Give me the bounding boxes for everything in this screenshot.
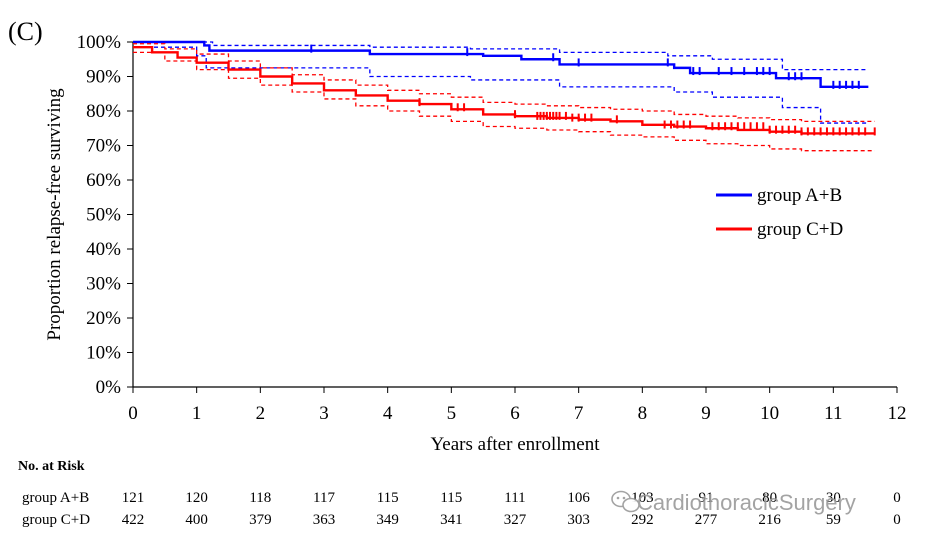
x-tick-label: 10	[760, 403, 779, 424]
risk-count: 292	[631, 512, 654, 528]
risk-count: 120	[185, 490, 208, 506]
risk-row-label-group-cd: group C+D	[22, 512, 90, 528]
x-axis-label: Years after enrollment	[430, 434, 600, 455]
risk-count: 80	[762, 490, 777, 506]
risk-count: 111	[504, 490, 525, 506]
survival-curve-group-cd	[133, 45, 875, 135]
risk-count: 0	[893, 490, 901, 506]
risk-count: 422	[122, 512, 145, 528]
wechat-icon	[611, 490, 640, 513]
x-tick-label: 7	[574, 403, 584, 424]
ci-upper-group-cd	[133, 43, 875, 122]
risk-count: 121	[122, 490, 145, 506]
x-tick-label: 9	[701, 403, 711, 424]
risk-count: 59	[826, 512, 841, 528]
risk-count: 117	[313, 490, 335, 506]
y-tick-label: 10%	[86, 343, 121, 364]
y-tick-label: 0%	[96, 377, 122, 398]
risk-count: 277	[695, 512, 718, 528]
risk-count: 303	[567, 512, 590, 528]
x-tick-label: 2	[256, 403, 266, 424]
x-tick-label: 4	[383, 403, 393, 424]
series-layer	[133, 40, 876, 152]
risk-count: 91	[699, 490, 714, 506]
y-tick-label: 100%	[77, 32, 122, 53]
risk-table-header: No. at Risk	[18, 459, 85, 474]
risk-count: 363	[313, 512, 336, 528]
legend-label-group-ab: group A+B	[757, 185, 842, 206]
risk-count: 30	[826, 490, 841, 506]
risk-count: 349	[376, 512, 399, 528]
risk-count: 341	[440, 512, 463, 528]
risk-count: 327	[504, 512, 527, 528]
risk-table: No. at Risk group A+B group C+D 121 120 11…	[18, 459, 901, 528]
y-tick-label: 80%	[86, 101, 121, 122]
y-tick-label: 20%	[86, 308, 121, 329]
risk-count: 115	[377, 490, 399, 506]
watermark-text: CardiothoracicSurgery	[637, 490, 856, 515]
x-tick-label: 1	[192, 403, 202, 424]
y-tick-label: 70%	[86, 136, 121, 157]
y-tick-label: 50%	[86, 205, 121, 226]
x-axis-ticks: 0 1 2 3 4 5 6 7 8 9 10 11 12	[128, 387, 907, 424]
x-tick-label: 11	[824, 403, 842, 424]
x-tick-label: 0	[128, 403, 138, 424]
ci-lower-group-ab	[133, 46, 869, 124]
y-tick-label: 30%	[86, 274, 121, 295]
x-tick-label: 5	[447, 403, 457, 424]
panel-label: (C)	[8, 17, 43, 46]
legend: group A+B group C+D	[716, 185, 843, 240]
y-tick-label: 60%	[86, 170, 121, 191]
risk-count: 115	[440, 490, 462, 506]
y-axis-label: Proportion relapse-free surviving	[44, 88, 65, 341]
risk-count: 118	[249, 490, 271, 506]
risk-count: 0	[893, 512, 901, 528]
risk-row-label-group-ab: group A+B	[22, 490, 89, 506]
x-tick-label: 12	[888, 403, 907, 424]
watermark: CardiothoracicSurgery	[611, 490, 856, 515]
risk-count: 106	[567, 490, 590, 506]
y-tick-label: 40%	[86, 239, 121, 260]
ci-lower-group-cd	[133, 51, 875, 152]
y-axis-ticks: 0% 10% 20% 30% 40% 50% 60% 70% 80% 90% 100%	[77, 32, 133, 398]
x-tick-label: 3	[319, 403, 329, 424]
x-tick-label: 6	[510, 403, 520, 424]
y-tick-label: 90%	[86, 67, 121, 88]
risk-count: 216	[758, 512, 781, 528]
x-tick-label: 8	[638, 403, 648, 424]
risk-count: 400	[185, 512, 208, 528]
survival-curve-group-ab	[133, 40, 869, 89]
legend-label-group-cd: group C+D	[757, 219, 843, 240]
ci-upper-group-ab	[133, 41, 869, 71]
risk-count: 379	[249, 512, 272, 528]
